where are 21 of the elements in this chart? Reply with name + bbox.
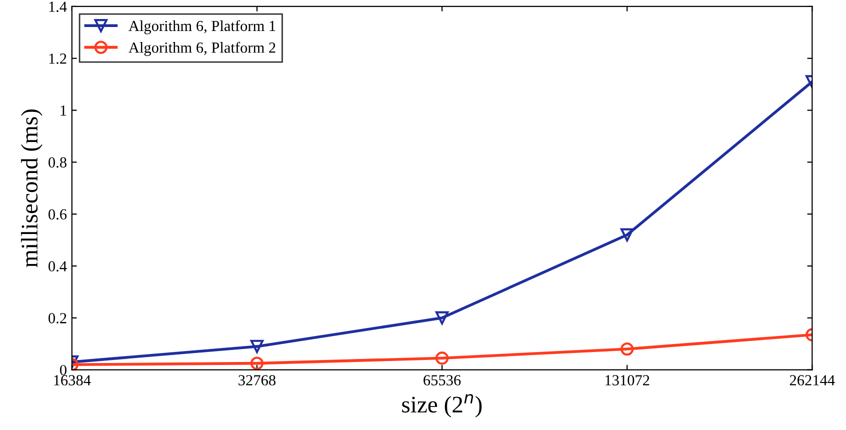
x-axis-title: size (2$^{n}$) — [402, 394, 482, 418]
legend-label: Algorithm 6, Platform 2 — [128, 42, 276, 56]
x-tick-label: 131072 — [606, 375, 650, 386]
y-tick-label: 0.4 — [48, 261, 67, 272]
y-tick-label: 0.8 — [48, 157, 66, 168]
y-tick-label: 1.2 — [49, 54, 66, 64]
y-tick-label: 1 — [60, 105, 66, 116]
y-tick-label: 0.6 — [48, 209, 67, 220]
point — [435, 352, 449, 365]
x-tick-label: 65536 — [424, 375, 461, 386]
point — [620, 228, 634, 242]
y-tick-label: 0.2 — [48, 313, 66, 324]
legend-label: Algorithm 6, Platform 1 — [128, 20, 276, 34]
y-tick-label: 1.4 — [49, 2, 67, 12]
y-axis-title: millisecond (ms) — [20, 109, 42, 268]
point — [620, 342, 634, 356]
x-tick-label: 262144 — [790, 375, 835, 386]
y-tick-label: 0 — [60, 364, 66, 376]
x-tick-label: 16384 — [54, 375, 91, 386]
x-tick-label: 32768 — [238, 375, 276, 386]
point — [435, 311, 449, 324]
